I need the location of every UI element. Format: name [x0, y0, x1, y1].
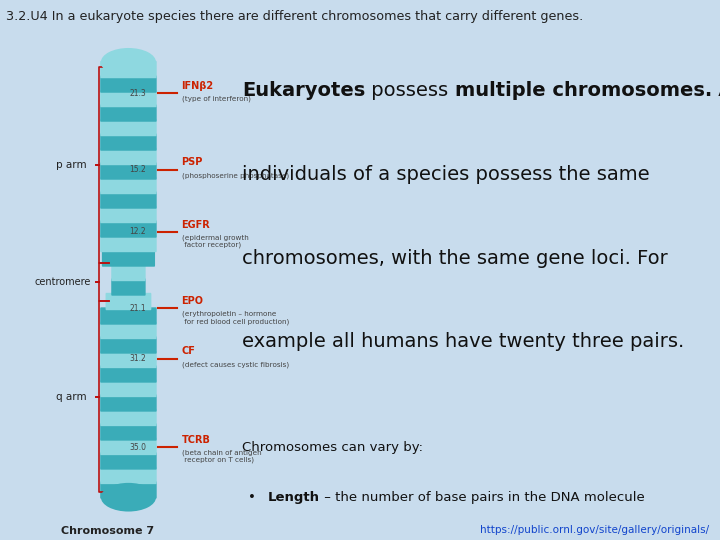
Text: (defect causes cystic fibrosis): (defect causes cystic fibrosis): [181, 361, 289, 368]
Text: multiple chromosomes.: multiple chromosomes.: [455, 82, 712, 100]
Text: https://public.ornl.gov/site/gallery/originals/: https://public.ornl.gov/site/gallery/ori…: [480, 525, 709, 535]
FancyBboxPatch shape: [100, 177, 157, 194]
Text: (phosphoserine phosphatase): (phosphoserine phosphatase): [181, 172, 289, 179]
Text: (type of interferon): (type of interferon): [181, 96, 251, 102]
Ellipse shape: [101, 48, 156, 77]
Text: (erythropoietin – hormone
 for red blood cell production): (erythropoietin – hormone for red blood …: [181, 311, 289, 325]
Text: IFNβ2: IFNβ2: [181, 81, 214, 91]
FancyBboxPatch shape: [100, 133, 157, 151]
Text: All: All: [712, 82, 720, 100]
FancyBboxPatch shape: [100, 481, 157, 498]
Text: q arm: q arm: [55, 392, 86, 402]
Text: CF: CF: [181, 346, 195, 356]
FancyBboxPatch shape: [100, 394, 157, 411]
Text: example all humans have twenty three pairs.: example all humans have twenty three pai…: [242, 332, 685, 352]
Text: 31.2: 31.2: [130, 354, 146, 363]
FancyBboxPatch shape: [100, 351, 157, 368]
Text: Eukaryotes: Eukaryotes: [242, 82, 366, 100]
FancyBboxPatch shape: [100, 119, 157, 136]
FancyBboxPatch shape: [100, 365, 157, 383]
FancyBboxPatch shape: [100, 235, 157, 252]
FancyBboxPatch shape: [100, 191, 157, 209]
Text: 21.1: 21.1: [130, 304, 146, 313]
Text: (epidermal growth
 factor receptor): (epidermal growth factor receptor): [181, 234, 248, 248]
Text: 15.2: 15.2: [130, 165, 146, 174]
Text: individuals of a species possess the same: individuals of a species possess the sam…: [242, 165, 650, 184]
Text: PSP: PSP: [181, 158, 203, 167]
FancyBboxPatch shape: [100, 220, 157, 238]
Text: 35.0: 35.0: [130, 442, 146, 451]
FancyBboxPatch shape: [100, 453, 157, 470]
FancyBboxPatch shape: [100, 104, 157, 122]
Text: (beta chain of antigen
 receptor on T cells): (beta chain of antigen receptor on T cel…: [181, 449, 261, 463]
Text: p arm: p arm: [55, 160, 86, 170]
Text: 21.3: 21.3: [130, 89, 146, 98]
Text: 12.2: 12.2: [130, 227, 146, 237]
FancyBboxPatch shape: [102, 249, 155, 267]
Text: •: •: [248, 491, 256, 504]
Text: Chromosomes can vary by:: Chromosomes can vary by:: [242, 441, 423, 454]
FancyBboxPatch shape: [100, 206, 157, 223]
FancyBboxPatch shape: [100, 322, 157, 339]
Text: Length: Length: [268, 491, 320, 504]
Text: EGFR: EGFR: [181, 220, 210, 229]
FancyBboxPatch shape: [100, 163, 157, 180]
Text: – the number of base pairs in the DNA molecule: – the number of base pairs in the DNA mo…: [320, 491, 644, 504]
FancyBboxPatch shape: [112, 264, 145, 281]
FancyBboxPatch shape: [100, 148, 157, 165]
Text: chromosomes, with the same gene loci. For: chromosomes, with the same gene loci. Fo…: [242, 249, 668, 268]
FancyBboxPatch shape: [100, 76, 157, 93]
FancyBboxPatch shape: [106, 293, 151, 310]
FancyBboxPatch shape: [100, 336, 157, 354]
Text: possess: possess: [366, 82, 455, 100]
FancyBboxPatch shape: [100, 409, 157, 426]
FancyBboxPatch shape: [100, 467, 157, 484]
Text: EPO: EPO: [181, 296, 204, 306]
Text: 3.2.U4 In a eukaryote species there are different chromosomes that carry differe: 3.2.U4 In a eukaryote species there are …: [6, 10, 583, 23]
Ellipse shape: [101, 483, 156, 511]
FancyBboxPatch shape: [100, 90, 157, 107]
FancyBboxPatch shape: [100, 438, 157, 455]
FancyBboxPatch shape: [100, 423, 157, 441]
FancyBboxPatch shape: [100, 307, 157, 325]
Text: TCRB: TCRB: [181, 435, 210, 444]
FancyBboxPatch shape: [100, 380, 157, 397]
FancyBboxPatch shape: [100, 61, 157, 78]
Text: Chromosome 7: Chromosome 7: [60, 526, 154, 536]
FancyBboxPatch shape: [112, 278, 145, 296]
Text: centromere: centromere: [35, 277, 91, 287]
